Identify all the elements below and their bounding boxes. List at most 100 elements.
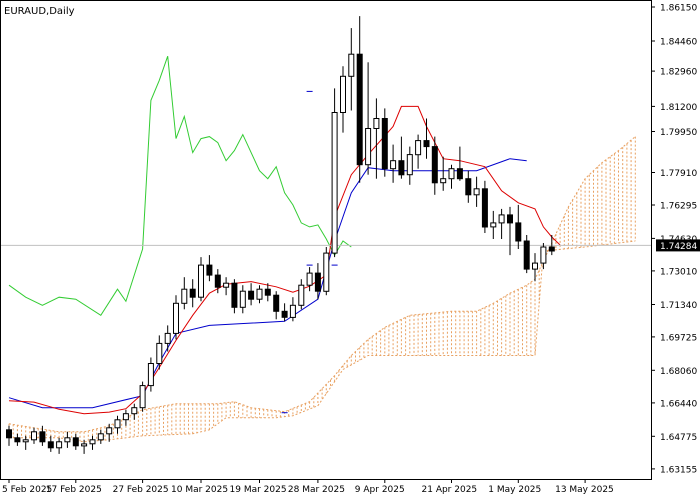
y-tick-label: 1.68060: [660, 367, 697, 377]
candlestick: [481, 180, 488, 233]
candle-body-bullish: [365, 128, 372, 166]
candlestick: [223, 277, 230, 296]
candlestick: [448, 164, 455, 189]
candlestick: [56, 437, 63, 454]
candlestick: [81, 439, 88, 454]
y-tick-label: 1.66440: [660, 399, 697, 409]
candlestick: [72, 433, 79, 450]
current-price-tag-background: [656, 239, 700, 252]
candle-body-bearish: [273, 294, 280, 312]
chart-title: EURAUD,Daily: [4, 6, 75, 17]
candle-body-bullish: [440, 178, 447, 184]
candle-body-bullish: [340, 75, 346, 114]
candle-body-bearish: [381, 118, 388, 170]
candlestick: [515, 204, 522, 249]
x-tick-label: 17 Feb 2025: [46, 485, 102, 495]
y-tick-label: 1.73010: [660, 267, 697, 277]
y-tick-label: 1.82960: [660, 68, 697, 78]
candlestick: [47, 435, 54, 452]
candle-body-bullish: [532, 262, 538, 270]
candlestick: [523, 235, 530, 274]
candlestick: [356, 16, 363, 183]
candle-body-bullish: [289, 304, 296, 318]
candle-body-bearish: [189, 288, 196, 298]
candle-body-bearish: [281, 310, 288, 318]
candle-body-bullish: [114, 419, 121, 429]
candlestick-series: [6, 16, 555, 454]
y-tick-label: 1.64775: [660, 433, 697, 443]
candlestick: [14, 433, 21, 446]
candle-body-bullish: [122, 413, 129, 421]
candle-body-bullish: [131, 407, 138, 415]
candlestick: [398, 136, 405, 179]
candlestick: [548, 235, 555, 256]
candlestick: [31, 427, 37, 444]
candle-body-bearish: [515, 222, 522, 242]
candlestick: [181, 277, 188, 310]
candle-body-bearish: [206, 264, 213, 276]
candlestick: [89, 435, 96, 450]
candle-body-bullish: [331, 112, 338, 254]
candle-body-bullish: [306, 272, 313, 286]
candlestick: [248, 283, 255, 306]
y-tick-label: 1.86150: [660, 4, 697, 14]
candle-body-bearish: [6, 429, 12, 439]
candlestick: [273, 291, 280, 320]
candlestick: [139, 381, 146, 412]
candlestick: [415, 134, 422, 169]
candle-body-bullish: [448, 168, 455, 180]
candle-body-bearish: [423, 140, 430, 148]
candlestick: [122, 409, 129, 426]
plot-area-border: [0, 0, 652, 480]
candlestick: [340, 66, 346, 133]
candle-body-bullish: [256, 288, 263, 300]
candlestick: [323, 247, 330, 296]
candlestick: [465, 170, 472, 203]
x-tick-label: 13 May 2025: [555, 485, 614, 495]
candlestick: [365, 62, 372, 175]
candle-body-bearish: [431, 146, 438, 184]
candle-body-bullish: [323, 252, 330, 292]
y-tick-label: 1.76295: [660, 202, 697, 212]
candle-body-bullish: [22, 439, 29, 443]
candle-body-bullish: [164, 332, 171, 344]
candlestick: [306, 267, 313, 292]
candle-body-bullish: [56, 441, 63, 449]
candlestick: [281, 303, 288, 322]
candlestick: [173, 295, 179, 340]
x-tick-label: 5 Feb 2025: [2, 485, 52, 495]
x-tick-label: 21 Apr 2025: [422, 485, 478, 495]
candlestick: [6, 425, 12, 446]
candle-body-bullish: [415, 140, 422, 156]
candle-body-bullish: [473, 188, 480, 196]
x-tick-label: 1 May 2025: [488, 485, 541, 495]
candlestick: [440, 156, 447, 191]
candlestick: [373, 98, 380, 179]
candlestick: [214, 269, 221, 294]
candlestick: [264, 283, 271, 302]
candle-body-bearish: [398, 160, 405, 176]
candle-body-bearish: [214, 274, 221, 288]
candle-body-bullish: [31, 431, 37, 441]
candle-body-bullish: [97, 433, 104, 441]
y-tick-label: 1.79950: [660, 128, 697, 138]
candlestick: [114, 415, 121, 434]
candle-body-bullish: [348, 53, 355, 77]
candle-body-bullish: [147, 363, 154, 387]
candlestick: [256, 285, 263, 304]
y-tick-label: 1.84460: [660, 38, 697, 48]
candle-body-bullish: [89, 439, 96, 445]
current-price-tag: 1.74284: [656, 239, 700, 252]
candlestick: [231, 279, 238, 314]
candlestick: [156, 335, 163, 370]
candlestick: [456, 146, 463, 181]
candlestick: [206, 255, 213, 282]
candlestick: [498, 208, 505, 239]
candlestick: [189, 279, 196, 308]
candlestick: [164, 325, 171, 352]
candle-body-bearish: [14, 437, 21, 443]
candlestick: [540, 243, 547, 270]
candle-body-bullish: [81, 443, 88, 447]
candle-body-bearish: [314, 272, 321, 292]
